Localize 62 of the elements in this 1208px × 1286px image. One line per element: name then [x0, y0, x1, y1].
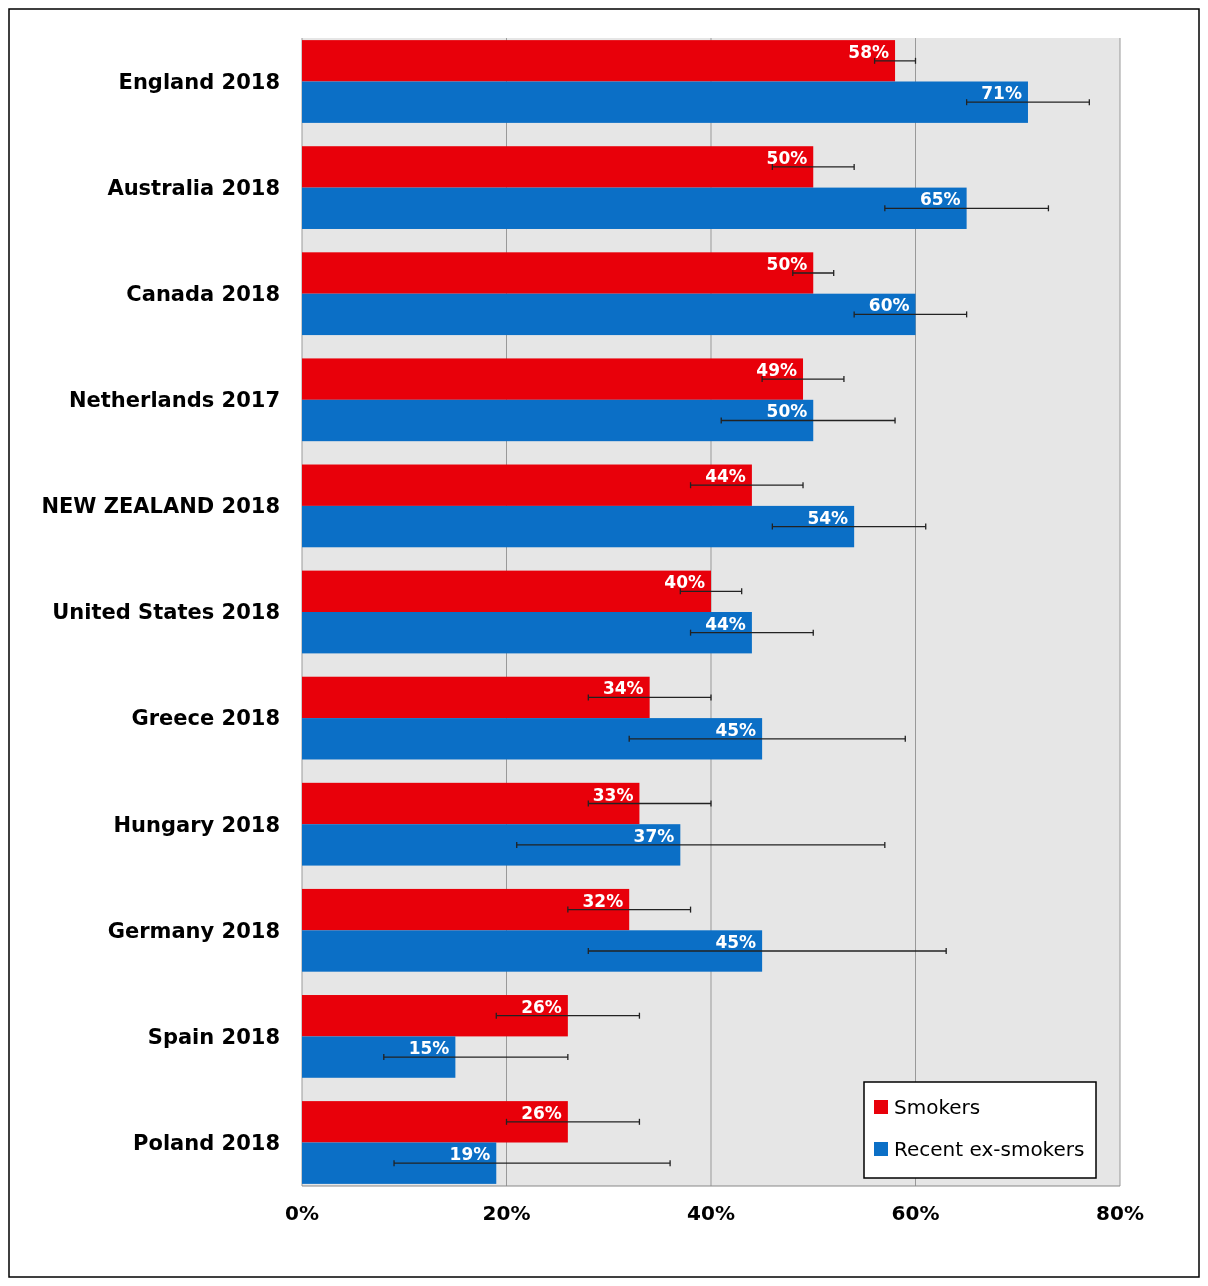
data-label: 40%	[664, 572, 705, 593]
x-tick-label: 0%	[285, 1201, 319, 1225]
bar	[302, 1101, 568, 1143]
data-label: 26%	[521, 1102, 562, 1123]
data-label: 54%	[807, 507, 849, 528]
y-tick-label: Netherlands 2017	[68, 388, 280, 413]
data-label: 26%	[521, 996, 562, 1017]
data-label: 33%	[592, 784, 634, 805]
x-tick-label: 80%	[1096, 1201, 1144, 1225]
data-label: 37%	[633, 825, 675, 846]
bar	[302, 252, 814, 294]
bar	[302, 570, 711, 612]
bar	[302, 995, 568, 1037]
bar	[302, 888, 630, 931]
bar	[302, 293, 916, 336]
y-tick-label: Hungary 2018	[113, 812, 280, 837]
bar	[302, 676, 650, 719]
data-label: 34%	[602, 678, 644, 699]
bar	[302, 718, 763, 760]
bar	[302, 187, 967, 229]
data-label: 65%	[919, 189, 961, 210]
legend-label: Recent ex-smokers	[894, 1137, 1085, 1161]
bar	[302, 824, 681, 866]
y-tick-label: Germany 2018	[107, 918, 280, 943]
x-tick-label: 60%	[891, 1201, 940, 1225]
bar	[302, 40, 896, 82]
data-label: 71%	[981, 83, 1022, 104]
data-label: 15%	[408, 1038, 450, 1059]
y-tick-label: Greece 2018	[131, 706, 280, 731]
bar	[302, 81, 1028, 123]
y-tick-label: Poland 2018	[133, 1130, 280, 1155]
data-label: 19%	[449, 1144, 491, 1165]
y-tick-label: Canada 2018	[126, 282, 280, 307]
y-tick-label: NEW ZEALAND 2018	[41, 494, 280, 519]
data-label: 50%	[766, 254, 808, 275]
x-tick-label: 40%	[687, 1201, 735, 1225]
y-tick-label: Australia 2018	[107, 175, 280, 200]
bar	[302, 464, 752, 506]
bar	[302, 505, 855, 548]
bar	[302, 1142, 497, 1184]
legend-label: Smokers	[894, 1095, 981, 1119]
x-tick-label: 20%	[482, 1201, 531, 1225]
bar	[302, 146, 814, 188]
bar	[302, 1036, 456, 1078]
data-label: 45%	[715, 719, 757, 740]
data-label: 58%	[848, 41, 890, 62]
bar	[302, 782, 640, 825]
data-label: 44%	[705, 466, 746, 487]
data-label: 49%	[756, 360, 798, 381]
data-label: 50%	[766, 147, 808, 168]
bar	[302, 399, 814, 442]
data-label: 45%	[715, 931, 757, 952]
bar	[302, 612, 752, 654]
y-tick-label: Spain 2018	[147, 1024, 280, 1049]
data-label: 50%	[766, 401, 808, 422]
y-tick-label: United States 2018	[52, 600, 280, 625]
data-label: 60%	[868, 295, 910, 316]
bar	[302, 930, 763, 972]
y-tick-label: England 2018	[118, 69, 280, 94]
bar	[302, 358, 804, 400]
data-label: 32%	[582, 890, 624, 911]
data-label: 44%	[705, 613, 746, 634]
